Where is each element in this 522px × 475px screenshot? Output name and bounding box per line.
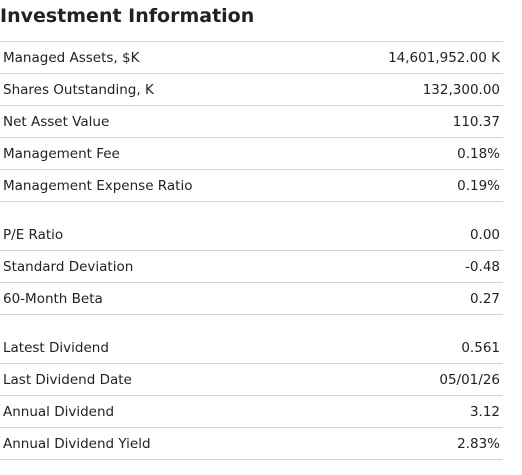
row-value: 14,601,952.00 K (388, 49, 500, 66)
info-row: Latest Dividend 0.561 (0, 332, 503, 364)
row-label: 60-Month Beta (3, 290, 103, 307)
row-label: Standard Deviation (3, 258, 134, 275)
row-value: 3.12 (469, 403, 500, 420)
row-value: 0.19% (457, 177, 500, 194)
row-label: Management Expense Ratio (3, 177, 193, 194)
row-label: P/E Ratio (3, 226, 64, 243)
row-value: -0.48 (465, 258, 500, 275)
row-label: Annual Dividend Yield (3, 435, 151, 452)
row-label: Net Asset Value (3, 113, 110, 130)
panel-title: Investment Information (0, 5, 255, 27)
row-label: Last Dividend Date (3, 371, 132, 388)
info-row: Management Expense Ratio 0.19% (0, 170, 503, 202)
row-label: Annual Dividend (3, 403, 115, 420)
row-value: 110.37 (452, 113, 500, 130)
row-value: 132,300.00 (422, 81, 500, 98)
info-section: P/E Ratio 0.00 Standard Deviation -0.48 60-M… (0, 219, 503, 315)
info-row: 60-Month Beta 0.27 (0, 283, 503, 315)
row-value: 0.27 (469, 290, 500, 307)
row-value: 0.18% (457, 145, 500, 162)
row-label: Latest Dividend (3, 339, 109, 356)
row-label: Shares Outstanding, K (3, 81, 154, 98)
info-row: Annual Dividend Yield 2.83% (0, 428, 503, 460)
row-value: 0.00 (469, 226, 500, 243)
info-row: Net Asset Value 110.37 (0, 106, 503, 138)
row-value: 05/01/26 (439, 371, 500, 388)
info-row: Standard Deviation -0.48 (0, 251, 503, 283)
info-row: Shares Outstanding, K 132,300.00 (0, 74, 503, 106)
info-row: Last Dividend Date 05/01/26 (0, 364, 503, 396)
info-row: P/E Ratio 0.00 (0, 219, 503, 251)
info-section: Latest Dividend 0.561 Last Dividend Date 05… (0, 332, 503, 460)
info-row: Annual Dividend 3.12 (0, 396, 503, 428)
row-label: Management Fee (3, 145, 120, 162)
info-row: Managed Assets, $K 14,601,952.00 K (0, 42, 503, 74)
info-section: Managed Assets, $K 14,601,952.00 K Shares … (0, 41, 503, 202)
row-label: Managed Assets, $K (3, 49, 140, 66)
info-row: Management Fee 0.18% (0, 138, 503, 170)
row-value: 0.561 (461, 339, 500, 356)
investment-info-panel: Investment Information Managed Assets, $… (0, 5, 503, 460)
row-value: 2.83% (457, 435, 500, 452)
info-table: Managed Assets, $K 14,601,952.00 K Shares … (0, 41, 503, 460)
